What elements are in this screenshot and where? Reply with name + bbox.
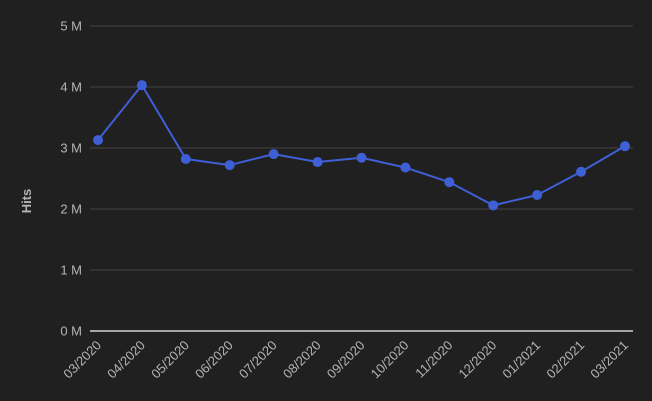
x-tick-label: 03/2020 [60,338,104,382]
data-point [224,160,235,171]
y-tick-label: 5 M [60,19,82,34]
data-point [620,141,630,152]
data-point [180,153,191,164]
y-tick-label: 3 M [60,141,82,156]
x-tick-label: 05/2020 [148,338,192,382]
data-point [444,177,455,188]
y-tick-label: 4 M [60,80,82,95]
x-tick-label: 03/2021 [587,338,631,382]
data-point [136,80,147,91]
data-point [488,200,499,211]
x-tick-label: 09/2020 [324,338,368,382]
y-axis-ticks: 0 M 1 M 2 M 3 M 4 M 5 M [60,19,82,339]
data-point [576,166,587,177]
x-tick-label: 11/2020 [412,338,455,381]
gridlines [90,25,633,332]
data-point [312,157,323,168]
x-tick-label: 06/2020 [192,338,236,382]
y-tick-label: 2 M [60,202,82,217]
x-tick-label: 02/2021 [543,338,587,382]
y-tick-label: 0 M [60,324,82,339]
x-tick-label: 10/2020 [368,338,412,382]
x-tick-label: 01/2021 [499,338,543,382]
data-point [532,189,543,200]
data-point [400,162,411,173]
x-axis-ticks: 03/2020 04/2020 05/2020 06/2020 07/2020 08/20… [60,338,631,382]
series-line [97,84,626,207]
data-point [268,149,279,160]
data-point [93,135,103,146]
x-tick-label: 07/2020 [236,338,280,382]
x-tick-label: 04/2020 [104,338,148,382]
series-layer [93,80,630,211]
data-point [356,152,367,163]
y-axis-title: Hits [19,189,34,214]
y-tick-label: 1 M [60,263,82,278]
x-tick-label: 12/2020 [456,338,500,382]
x-tick-label: 08/2020 [280,338,324,382]
